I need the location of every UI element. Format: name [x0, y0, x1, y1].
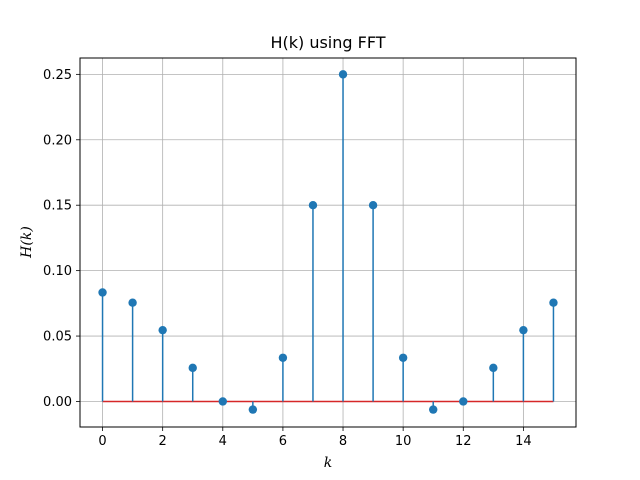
- stem-marker: [278, 353, 288, 362]
- y-tick-label: 0.10: [43, 264, 72, 279]
- chart-title: H(k) using FFT: [270, 33, 385, 52]
- x-tick-label: 4: [219, 434, 227, 449]
- x-tick-label: 14: [515, 434, 532, 449]
- stem-marker: [368, 201, 378, 210]
- stem-marker: [429, 405, 438, 414]
- y-tick-label: 0.20: [43, 133, 72, 148]
- stem-marker: [338, 70, 348, 79]
- x-tick-label: 6: [279, 434, 287, 449]
- stem-marker: [519, 325, 528, 335]
- markers: [98, 70, 558, 414]
- y-axis-label: H(k): [19, 226, 35, 259]
- stem-marker: [158, 325, 167, 335]
- stem-marker: [128, 298, 137, 307]
- x-tick-label: 12: [455, 434, 472, 449]
- x-axis-label: k: [324, 455, 332, 471]
- y-tick-label: 0.15: [43, 199, 72, 214]
- axes-frame: [79, 57, 577, 428]
- stem-marker: [308, 201, 318, 210]
- stem-marker: [549, 298, 558, 307]
- stem-marker: [188, 363, 197, 373]
- x-tick-label: 8: [339, 434, 347, 449]
- stem-marker: [248, 405, 258, 414]
- y-tick-label: 0.25: [43, 68, 72, 83]
- stem-marker: [489, 363, 498, 373]
- stems: [101, 74, 555, 410]
- x-tick-label: 10: [395, 434, 412, 449]
- stem-marker: [218, 397, 227, 406]
- ticks: 0 2 4 6 8 10 12 14 0.00 0.05 0.10 0.15 0.20 0.25: [43, 68, 532, 449]
- y-tick-label: 0.00: [43, 395, 72, 410]
- stem-marker: [459, 397, 468, 406]
- stem-marker: [398, 353, 408, 362]
- stem-marker: [98, 288, 107, 297]
- y-tick-label: 0.05: [43, 330, 72, 345]
- x-tick-label: 2: [159, 434, 167, 449]
- x-tick-label: 0: [98, 434, 106, 449]
